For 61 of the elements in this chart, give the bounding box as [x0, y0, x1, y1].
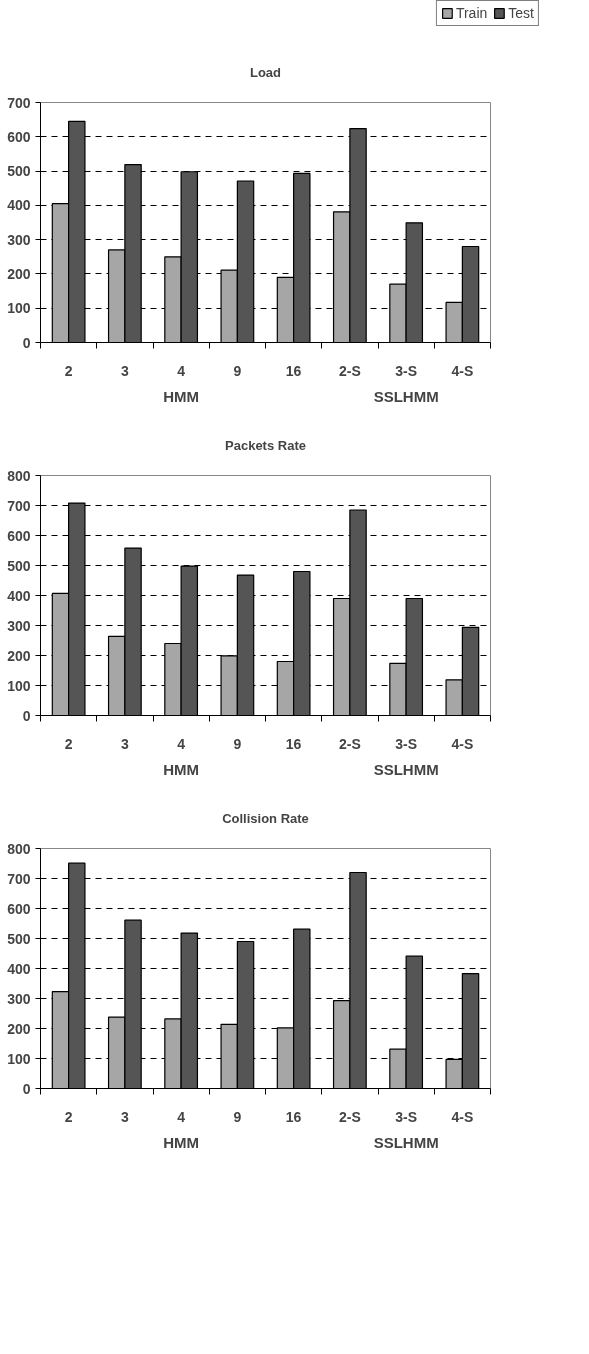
x-tick-label: 3 [120, 735, 129, 752]
y-tick-label: 200 [7, 647, 31, 664]
legend-label: Train [455, 5, 488, 21]
y-tick-label: 700 [7, 497, 31, 514]
x-tick-label: 9 [233, 735, 242, 752]
y-tick-label: 300 [7, 990, 31, 1007]
x-tick-label: 2-S [338, 735, 361, 752]
y-tick-label: 400 [7, 960, 31, 977]
y-tick-label: 100 [7, 677, 31, 694]
text: SSLHMM [373, 1133, 439, 1151]
chart-title: Packets Rate [225, 438, 306, 453]
x-tick-label: 9 [233, 1108, 242, 1125]
x-tick-label: 16 [285, 362, 302, 379]
x-tick-label: 3-S [395, 1108, 418, 1125]
x-tick-label: 2-S [338, 1108, 361, 1125]
y-tick-label: 0 [22, 1080, 31, 1097]
legend-label: Test [508, 5, 534, 21]
chart-title: Load [249, 65, 282, 80]
x-tick-label: 4 [177, 1108, 186, 1125]
x-tick-label: 16 [285, 735, 302, 752]
text: SSLHMM [373, 760, 439, 778]
x-tick-label: 2-S [338, 362, 361, 379]
y-tick-label: 300 [7, 617, 31, 634]
y-tick-label: 400 [7, 587, 31, 604]
x-tick-label: 3 [120, 362, 129, 379]
y-tick-label: 800 [7, 840, 31, 857]
y-tick-label: 500 [7, 557, 31, 574]
y-tick-label: 0 [22, 707, 31, 724]
text: HMM [163, 760, 200, 778]
x-tick-label: 3-S [395, 735, 418, 752]
y-tick-label: 500 [7, 163, 31, 180]
y-tick-label: 600 [7, 527, 31, 544]
x-tick-label: 16 [285, 1108, 302, 1125]
x-tick-label: 2 [64, 1108, 73, 1125]
text: HMM [163, 387, 200, 405]
y-tick-label: 700 [7, 94, 31, 111]
y-tick-label: 700 [7, 870, 31, 887]
x-tick-label: 4-S [451, 735, 474, 752]
text: SSLHMM [373, 387, 439, 405]
x-tick-label: 2 [64, 362, 73, 379]
x-tick-label: 4 [177, 362, 186, 379]
x-tick-label: 3 [120, 1108, 129, 1125]
y-tick-label: 300 [7, 231, 31, 248]
x-tick-label: 9 [233, 362, 242, 379]
y-tick-label: 200 [7, 1020, 31, 1037]
chart-title: Collision Rate [222, 811, 309, 826]
text: HMM [163, 1133, 200, 1151]
y-tick-label: 600 [7, 900, 31, 917]
x-tick-label: 4-S [451, 362, 474, 379]
y-tick-label: 200 [7, 265, 31, 282]
y-tick-label: 0 [22, 334, 31, 351]
y-tick-label: 100 [7, 300, 31, 317]
y-tick-label: 400 [7, 197, 31, 214]
x-tick-label: 4 [177, 735, 186, 752]
y-tick-label: 500 [7, 930, 31, 947]
x-tick-label: 2 [64, 735, 73, 752]
y-tick-label: 800 [7, 467, 31, 484]
x-tick-label: 3-S [395, 362, 418, 379]
x-tick-label: 4-S [451, 1108, 474, 1125]
y-tick-label: 600 [7, 128, 31, 145]
y-tick-label: 100 [7, 1050, 31, 1067]
